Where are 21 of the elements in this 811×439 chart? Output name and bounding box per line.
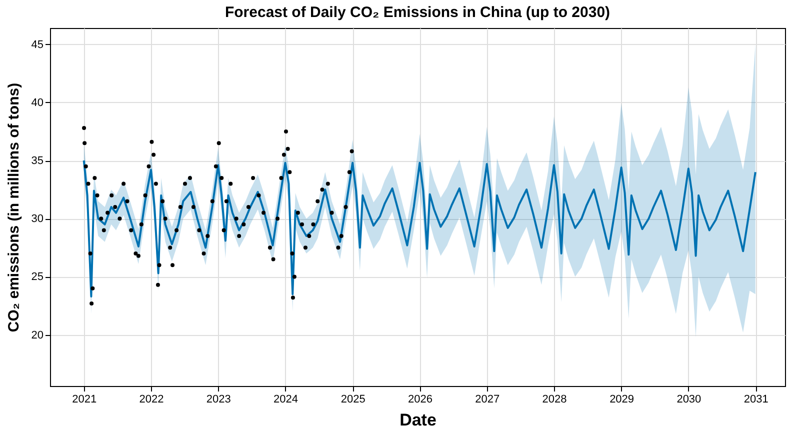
- x-tick-label: 2029: [610, 394, 634, 406]
- y-tick-label: 45: [31, 38, 44, 51]
- y-tick-label: 25: [31, 271, 44, 284]
- y-tick-label: 20: [31, 329, 44, 342]
- x-tick-label: 2026: [408, 394, 432, 406]
- line-series: [82, 160, 756, 298]
- x-tick-label: 2027: [475, 394, 500, 406]
- y-tick-label: 40: [31, 96, 44, 109]
- x-axis-title: Date: [400, 410, 436, 430]
- y-axis-title: CO₂ emissions (in millions of tons): [5, 82, 22, 332]
- y-tick-label: 35: [31, 155, 44, 168]
- x-tick-label: 2021: [72, 394, 97, 406]
- x-tick-label: 2025: [340, 394, 366, 406]
- y-tick-label: 30: [31, 213, 44, 226]
- chart-title: Forecast of Daily CO₂ Emissions in China (up to 2030): [224, 4, 610, 21]
- x-tick-label: 2022: [139, 394, 164, 406]
- x-tick-label: 2024: [274, 394, 298, 406]
- x-tick-label: 2023: [206, 394, 231, 406]
- x-tick-label: 2030: [676, 394, 702, 406]
- x-tick-label: 2031: [744, 394, 768, 406]
- x-tick-label: 2028: [542, 394, 567, 406]
